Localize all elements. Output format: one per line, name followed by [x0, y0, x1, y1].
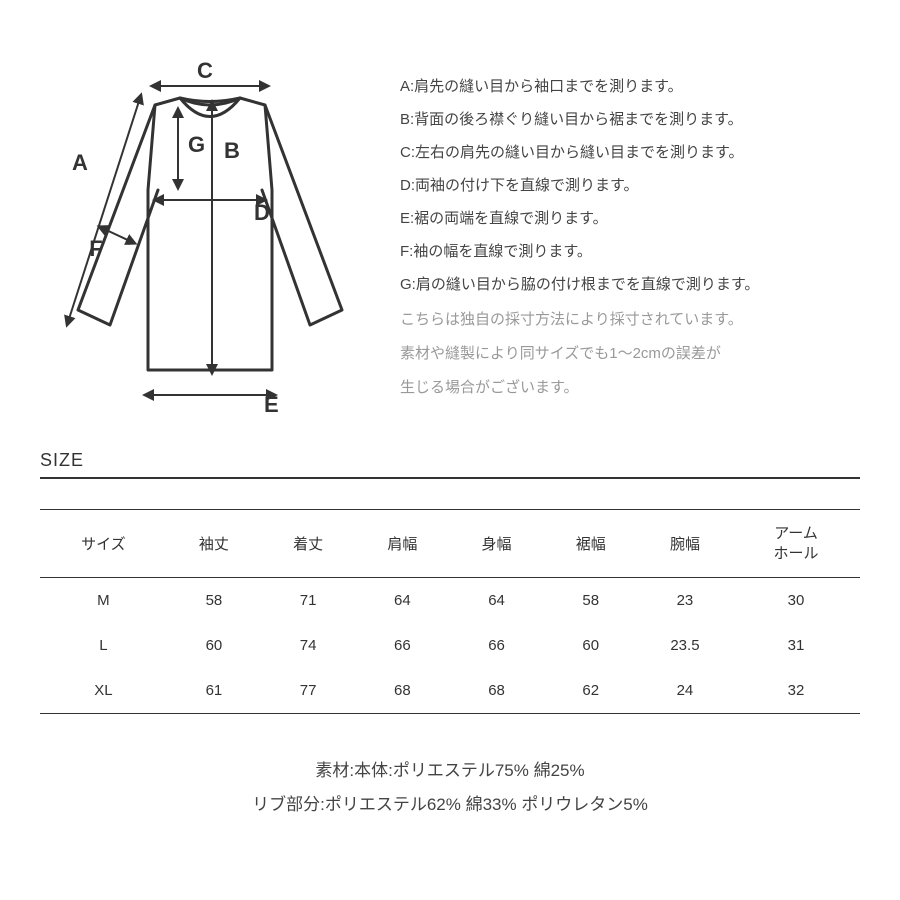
size-header: SIZE [40, 450, 860, 479]
shirt-svg: C A B D E F G [40, 50, 370, 420]
table-row: L 60 74 66 66 60 23.5 31 [40, 623, 860, 668]
desc-C: C:左右の肩先の縫い目から縫い目までを測ります。 [400, 136, 860, 169]
note-line-2: 素材や縫製により同サイズでも1〜2cmの誤差が [400, 339, 860, 369]
material-line-1: 素材:本体:ポリエステル75% 綿25% [40, 754, 860, 788]
label-G: G [188, 132, 205, 157]
desc-E: E:裾の両端を直線で測ります。 [400, 202, 860, 235]
label-C: C [197, 58, 213, 83]
label-B: B [224, 138, 240, 163]
desc-D: D:両袖の付け下を直線で測ります。 [400, 169, 860, 202]
col-length: 着丈 [261, 510, 355, 578]
label-D: D [254, 200, 270, 225]
top-section: C A B D E F G A:肩先の縫い目から袖口までを測ります。 B:背面の… [40, 50, 860, 420]
col-armhole: アーム ホール [732, 510, 860, 578]
label-A: A [72, 150, 88, 175]
table-header-row: サイズ 袖丈 着丈 肩幅 身幅 裾幅 腕幅 アーム ホール [40, 510, 860, 578]
shirt-diagram: C A B D E F G [40, 50, 370, 420]
desc-B: B:背面の後ろ襟ぐり縫い目から裾までを測ります。 [400, 103, 860, 136]
label-E: E [264, 392, 279, 417]
col-shoulder: 肩幅 [355, 510, 449, 578]
note-line-1: こちらは独自の採寸方法により採寸されています。 [400, 305, 860, 335]
table-row: XL 61 77 68 68 62 24 32 [40, 668, 860, 714]
desc-G: G:肩の縫い目から脇の付け根までを直線で測ります。 [400, 268, 860, 301]
label-F: F [89, 236, 102, 261]
size-table: サイズ 袖丈 着丈 肩幅 身幅 裾幅 腕幅 アーム ホール M 58 71 64… [40, 509, 860, 714]
material-info: 素材:本体:ポリエステル75% 綿25% リブ部分:ポリエステル62% 綿33%… [40, 754, 860, 822]
col-arm: 腕幅 [638, 510, 732, 578]
desc-F: F:袖の幅を直線で測ります。 [400, 235, 860, 268]
desc-A: A:肩先の縫い目から袖口までを測ります。 [400, 70, 860, 103]
table-row: M 58 71 64 64 58 23 30 [40, 578, 860, 624]
note-line-3: 生じる場合がございます。 [400, 373, 860, 403]
col-body: 身幅 [449, 510, 543, 578]
measurement-descriptions: A:肩先の縫い目から袖口までを測ります。 B:背面の後ろ襟ぐり縫い目から裾までを… [400, 50, 860, 420]
col-hem: 裾幅 [544, 510, 638, 578]
col-size: サイズ [40, 510, 167, 578]
col-sleeve: 袖丈 [167, 510, 261, 578]
material-line-2: リブ部分:ポリエステル62% 綿33% ポリウレタン5% [40, 788, 860, 822]
